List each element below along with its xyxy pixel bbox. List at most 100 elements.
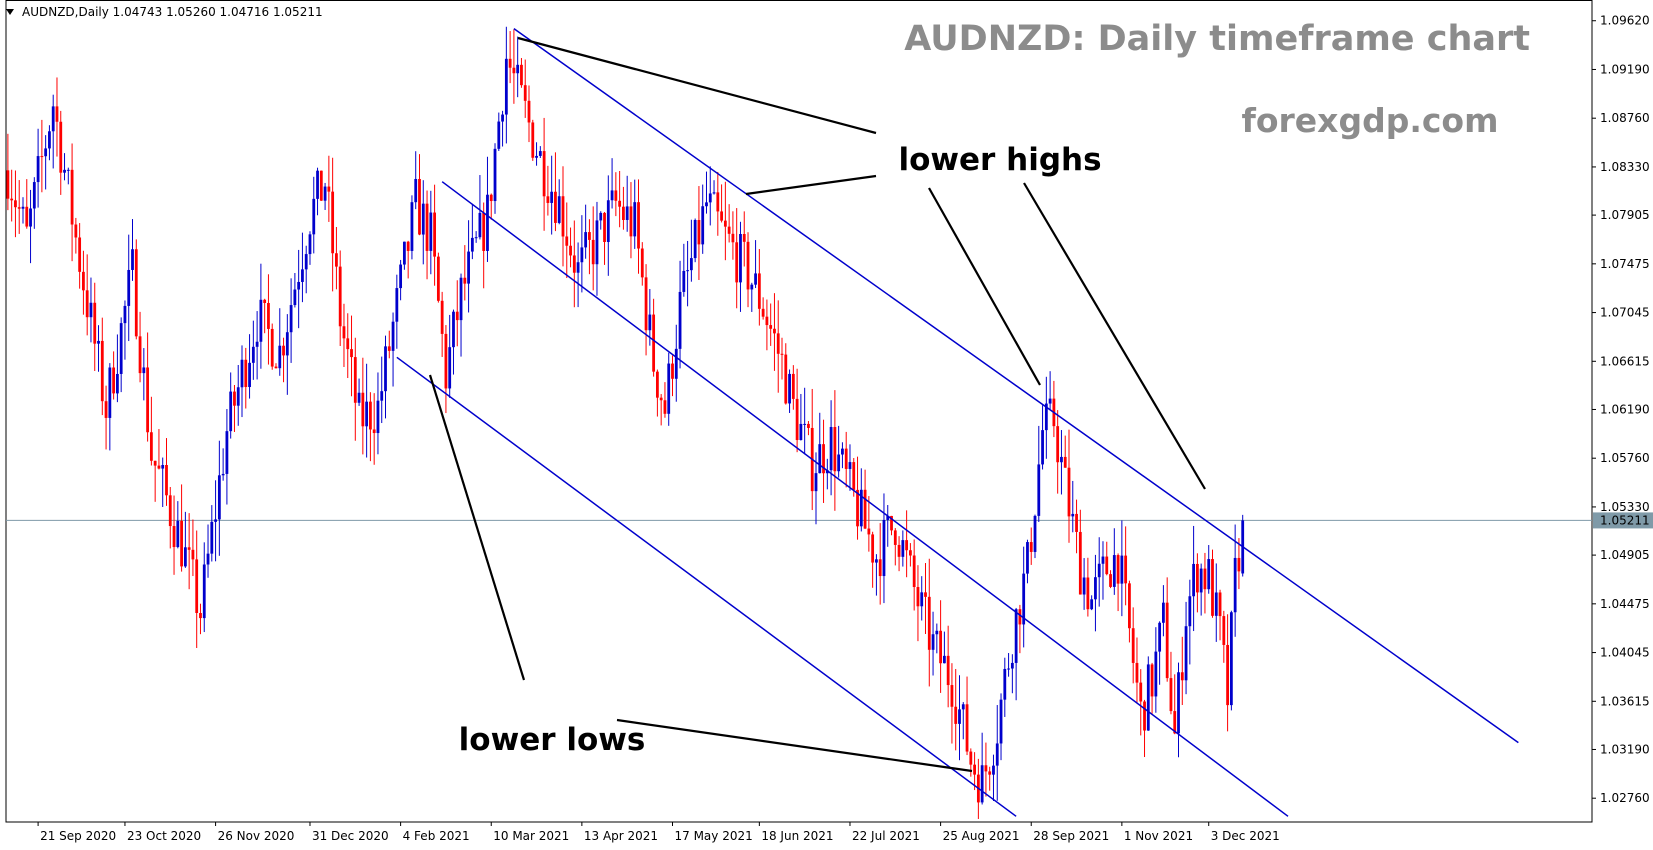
candle [633,179,637,249]
candle [1101,541,1105,600]
candle [353,337,357,441]
candle [21,197,25,224]
candle [406,240,410,279]
candle [421,180,425,265]
chart-title: AUDNZD: Daily timeframe chart [904,19,1530,59]
candle [727,204,731,243]
annotation-arrows-layer [428,36,1206,773]
candle [270,323,274,370]
candle [644,264,648,356]
candle [1195,553,1199,613]
candle [1165,577,1169,682]
chart-frame [5,0,1593,823]
candle [508,31,512,84]
candle [323,182,327,210]
candle [618,171,622,228]
x-tick-label: 21 Sep 2020 [40,829,116,843]
annotation-pointer-4 [1023,182,1206,490]
candle [463,245,467,301]
candle [380,356,384,424]
symbol-dropdown-icon[interactable] [6,9,14,15]
candle [187,513,191,590]
candle [622,186,625,230]
candle [1169,651,1173,715]
candle [648,289,652,346]
candle [319,170,323,201]
candle [1112,528,1116,595]
candle [282,337,285,383]
candle [807,421,810,436]
candle [210,505,214,562]
channel-line-3[interactable] [396,356,1017,817]
candle [183,511,187,568]
candle [1229,610,1233,711]
candle [1029,527,1033,565]
candle [297,249,301,329]
candle [482,202,486,289]
candle [361,357,365,455]
candle [376,372,380,455]
svg-text:1.05211: 1.05211 [1600,513,1650,527]
candle [671,355,674,397]
candle [127,234,131,342]
candle [418,154,421,236]
lower-highs-label: lower highs [898,142,1101,178]
candle [1192,525,1196,632]
candle [289,278,293,363]
candle [754,240,757,289]
candle [350,315,353,397]
candle [1090,595,1094,611]
candle [640,242,644,286]
candle [459,273,463,357]
candle [161,457,165,508]
candle [1214,563,1218,642]
candle [1199,563,1203,616]
candle [859,468,863,532]
candle [278,308,282,376]
candle [591,206,595,291]
candle [606,175,610,276]
candle [920,576,924,621]
candle [546,165,550,216]
candle [259,263,263,369]
candle [1014,607,1018,701]
candle [1007,653,1010,677]
annotation-pointer-2 [745,174,877,196]
candle [55,77,59,157]
channel-line-2[interactable] [441,181,1289,817]
candle [897,536,901,572]
y-tick-label: 1.04905 [1600,548,1650,562]
candle [565,202,569,279]
candle [131,219,134,281]
candle [1184,601,1188,695]
x-tick-label: 28 Sep 2021 [1033,829,1109,843]
candle [78,223,82,289]
candle [742,211,746,267]
candle [701,184,705,254]
candle [535,142,538,166]
candle [992,754,995,802]
candle [871,531,875,588]
candle [448,314,452,398]
candle [965,676,969,756]
candle [614,172,618,217]
candle [1203,552,1207,614]
y-tick-label: 1.03615 [1600,694,1650,708]
x-tick-label: 1 Nov 2021 [1124,829,1193,843]
candle [999,693,1003,761]
channel-line-1[interactable] [513,28,1519,744]
candle [251,320,255,380]
candle [66,167,70,185]
candle [342,303,346,367]
candle [512,29,516,104]
candle [285,314,289,395]
candle [961,702,965,740]
candle [995,705,999,801]
candle [1150,662,1154,715]
candle [697,186,701,281]
candle [969,748,973,777]
candle [1131,607,1135,684]
y-tick-label: 1.07475 [1600,257,1650,271]
x-tick-label: 17 May 2021 [674,829,752,843]
candle [255,311,259,380]
